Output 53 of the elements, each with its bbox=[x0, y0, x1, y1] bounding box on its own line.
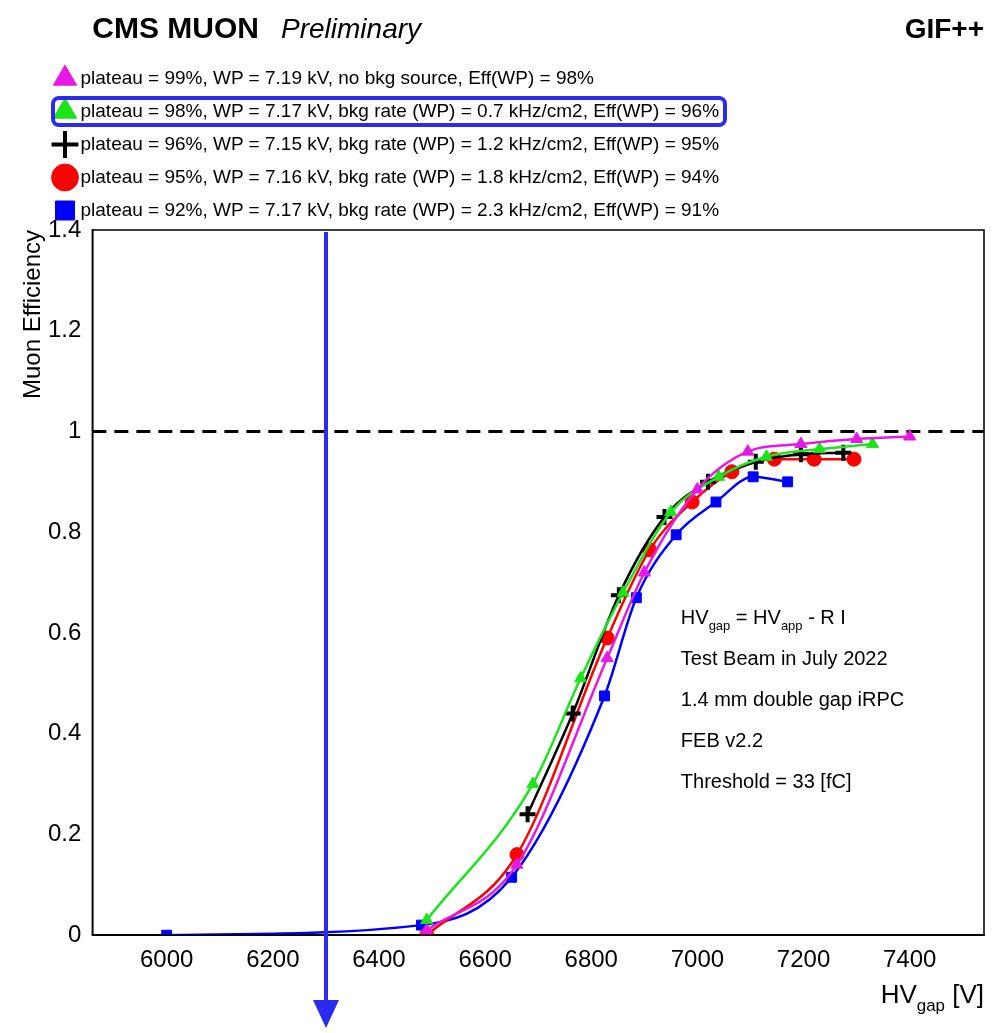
y-tick-label: 0.2 bbox=[47, 819, 82, 847]
point bbox=[812, 441, 827, 454]
point bbox=[616, 585, 630, 597]
point bbox=[517, 804, 538, 825]
annotation: Threshold = 33 [fC] bbox=[680, 769, 852, 792]
x-tick-label: 6400 bbox=[352, 945, 406, 973]
point bbox=[846, 451, 862, 467]
chart-subtitle: Preliminary bbox=[281, 13, 424, 44]
y-tick-label: 1.4 bbox=[47, 214, 82, 242]
x-tick-label: 6000 bbox=[139, 945, 194, 973]
point bbox=[741, 444, 755, 456]
x-tick-label: 7000 bbox=[670, 945, 725, 973]
y-tick-label: 0.4 bbox=[47, 718, 82, 746]
point bbox=[759, 449, 773, 461]
x-tick-label: 6200 bbox=[246, 945, 300, 973]
point bbox=[574, 670, 588, 683]
y-axis-title: Muon Efficiency bbox=[18, 229, 45, 399]
y-tick-label: 1 bbox=[68, 416, 82, 444]
x-tick-label: 6800 bbox=[564, 945, 618, 973]
point bbox=[903, 429, 917, 441]
point bbox=[782, 476, 794, 488]
point bbox=[712, 469, 726, 481]
point bbox=[747, 471, 759, 483]
point bbox=[664, 504, 678, 517]
annotation: FEB v2.2 bbox=[680, 728, 764, 751]
y-tick-label: 0.8 bbox=[47, 516, 82, 544]
point bbox=[510, 857, 524, 869]
text: GIF++ bbox=[904, 13, 985, 44]
point bbox=[420, 922, 434, 935]
x-tick-label: 7400 bbox=[883, 945, 937, 973]
legend-label: plateau = 96%, WP = 7.15 kV, bkg rate (WP) = 1.2 kHz/cm2, Eff(WP) = 95% bbox=[80, 132, 720, 154]
point bbox=[670, 529, 682, 541]
point bbox=[710, 496, 722, 508]
annotation: Test Beam in July 2022 bbox=[680, 646, 888, 669]
point bbox=[690, 481, 704, 494]
point bbox=[637, 565, 651, 577]
legend-label: plateau = 98%, WP = 7.17 kV, bkg rate (WP) = 0.7 kHz/cm2, Eff(WP) = 96% bbox=[80, 99, 720, 121]
y-tick-label: 0 bbox=[68, 919, 82, 947]
point bbox=[420, 912, 434, 925]
point bbox=[599, 690, 610, 702]
chart-title: CMS MUON bbox=[92, 11, 260, 44]
point bbox=[850, 431, 864, 444]
legend-label: plateau = 99%, WP = 7.19 kV, no bkg source, Eff(WP) = 98% bbox=[80, 66, 595, 88]
point bbox=[526, 776, 540, 789]
x-tick-label: 7200 bbox=[776, 945, 831, 973]
y-tick-label: 0.6 bbox=[47, 617, 82, 645]
point bbox=[794, 436, 808, 449]
legend-label: plateau = 92%, WP = 7.17 kV, bkg rate (WP) = 2.3 kHz/cm2, Eff(WP) = 91% bbox=[80, 198, 720, 220]
y-tick-label: 1.2 bbox=[47, 315, 82, 343]
annotation: 1.4 mm double gap iRPC bbox=[680, 687, 905, 710]
x-tick-label: 6600 bbox=[458, 945, 512, 973]
point bbox=[600, 650, 614, 663]
legend-label: plateau = 95%, WP = 7.16 kV, bkg rate (WP) = 1.8 kHz/cm2, Eff(WP) = 94% bbox=[80, 165, 720, 187]
